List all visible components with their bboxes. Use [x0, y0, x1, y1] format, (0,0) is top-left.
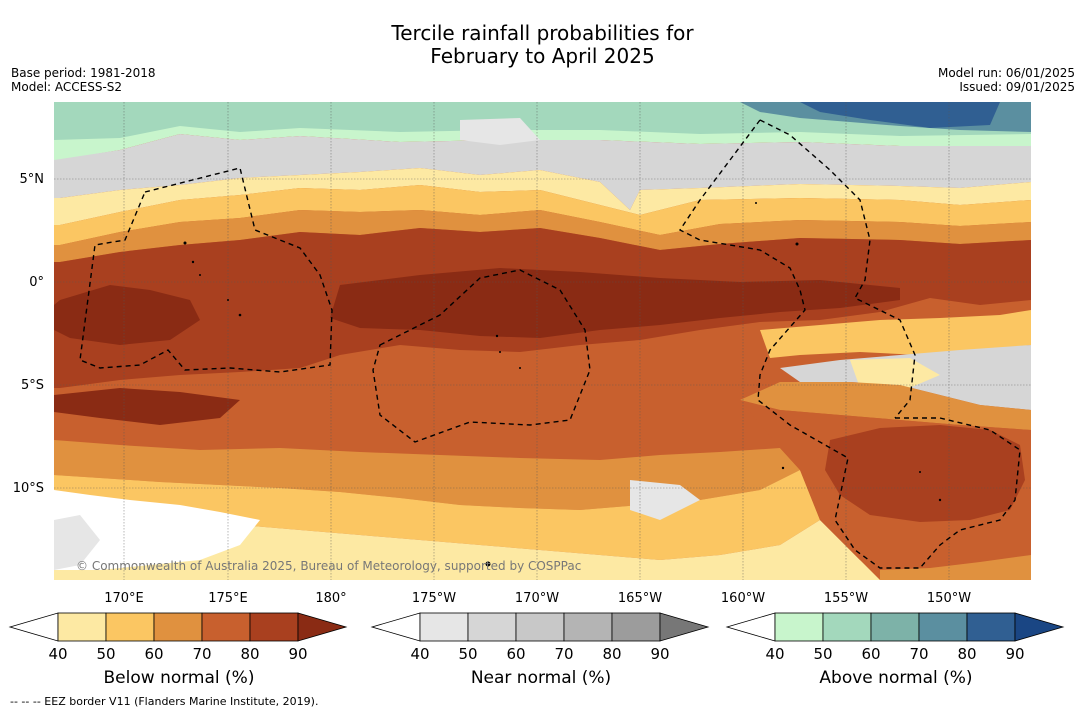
colorbar-near-segment-1 [419, 612, 469, 642]
below-60-band-south [54, 440, 800, 510]
lon-label-170e: 170°E [104, 591, 144, 606]
near-normal-south [630, 480, 700, 520]
colorbar-above-tick-50: 50 [813, 645, 832, 663]
colorbar-below-low-extend [8, 612, 59, 642]
near-normal-light [460, 118, 540, 145]
map-title-line2: February to April 2025 [430, 44, 655, 68]
lon-label-165w: 165°W [618, 591, 662, 606]
colorbar-above-high-extend [1014, 612, 1065, 642]
eez-kiribati-gilbert [79, 167, 333, 373]
colorbar-near-tick-80: 80 [602, 645, 621, 663]
below-40-band-south [54, 505, 880, 580]
lon-label-180: 180° [315, 591, 346, 606]
colorbar-near-low-extend [370, 612, 421, 642]
lon-label-175w: 175°W [412, 591, 456, 606]
colorbar-above-tick-90: 90 [1005, 645, 1024, 663]
colorbar-below-tick-90: 90 [288, 645, 307, 663]
below-90-southwest [54, 388, 240, 425]
colorbar-near-tick-60: 60 [506, 645, 525, 663]
colorbar-below-segment-4 [201, 612, 251, 642]
colorbar-near-high-extend [659, 612, 710, 642]
latitude-labels: 5°N 0° 5°S 10°S [13, 172, 44, 496]
colorbar-above: 40 50 60 70 80 90 [725, 612, 1065, 663]
below-60-east [740, 382, 1031, 430]
graticule [54, 102, 1031, 580]
colorbar-above-low-extend [725, 612, 776, 642]
below-50-east-1 [760, 310, 1031, 358]
colorbar-above-tick-80: 80 [957, 645, 976, 663]
colorbar-above-tick-60: 60 [861, 645, 880, 663]
lon-label-150w: 150°W [927, 591, 971, 606]
colorbar-below-segment-1 [57, 612, 107, 642]
colorbar-near-tick-90: 90 [650, 645, 669, 663]
copyright-notice: © Commonwealth of Australia 2025, Bureau… [76, 559, 581, 573]
colorbar-title-below: Below normal (%) [103, 668, 255, 688]
colorbar-below-tick-80: 80 [240, 645, 259, 663]
islands [183, 202, 942, 567]
colorbar-above-segment-3 [870, 612, 920, 642]
colorbar-below-segment-5 [249, 612, 299, 642]
eez-cook-islands [834, 417, 1021, 569]
colorbar-below-segment-3 [153, 612, 203, 642]
lat-label-10s: 10°S [13, 481, 44, 496]
longitude-labels: 170°E 175°E 180° 175°W 170°W 165°W 160°W… [104, 591, 971, 606]
map-field [54, 102, 1031, 580]
colorbar-near-segment-2 [467, 612, 517, 642]
lon-label-175e: 175°E [208, 591, 248, 606]
colorbar-above-tick-40: 40 [765, 645, 784, 663]
colorbar-below-high-extend [297, 612, 348, 642]
colorbar-above-segment-4 [918, 612, 968, 642]
colorbar-below-segment-2 [105, 612, 155, 642]
base-period: Base period: 1981-2018 [11, 66, 156, 80]
below-90-west [54, 285, 200, 345]
below-60-southeast [880, 555, 1031, 580]
eez-footnote: -- -- -- EEZ border V11 (Flanders Marine… [10, 695, 319, 708]
model-name: Model: ACCESS-S2 [11, 80, 123, 94]
eez-kiribati-phoenix [372, 269, 591, 443]
below-50-band-south [54, 470, 820, 560]
colorbar-near: 40 50 60 70 80 90 [370, 612, 710, 663]
colorbar-below: 40 50 60 70 80 90 [8, 612, 348, 663]
lat-label-0: 0° [29, 275, 44, 290]
eez-line-west [678, 119, 849, 521]
colorbar-above-segment-5 [966, 612, 1016, 642]
colorbar-below-tick-60: 60 [144, 645, 163, 663]
colorbar-below-tick-70: 70 [192, 645, 211, 663]
colorbar-near-tick-40: 40 [410, 645, 429, 663]
near-normal-southwest [54, 515, 100, 570]
below-50-band-north [54, 185, 1031, 245]
lon-label-155w: 155°W [824, 591, 868, 606]
colorbar-near-segment-3 [515, 612, 565, 642]
lon-label-160w: 160°W [721, 591, 765, 606]
below-80-east [825, 425, 1025, 522]
colorbar-below-tick-50: 50 [96, 645, 115, 663]
colorbar-near-segment-4 [563, 612, 613, 642]
below-60-band-north [54, 210, 1031, 262]
above-normal-strongest [800, 102, 1000, 128]
white-region-southwest [54, 490, 260, 570]
colorbar-below-tick-40: 40 [48, 645, 67, 663]
colorbar-near-tick-50: 50 [458, 645, 477, 663]
colorbars: 40 50 60 70 80 90 40 50 60 70 80 90 40 50 60 70 80 90 [8, 612, 1065, 663]
lat-label-5s: 5°S [21, 378, 44, 393]
colorbar-near-segment-5 [611, 612, 661, 642]
eez-kiribati-line [759, 119, 916, 419]
model-run: Model run: 06/01/2025 [937, 66, 1075, 80]
colorbar-above-tick-70: 70 [909, 645, 928, 663]
colorbar-above-segment-2 [822, 612, 872, 642]
near-normal-band [54, 134, 1031, 210]
lon-label-170w: 170°W [515, 591, 559, 606]
lat-label-5n: 5°N [20, 172, 45, 187]
colorbar-near-tick-70: 70 [554, 645, 573, 663]
colorbar-title-near: Near normal (%) [470, 668, 612, 688]
colorbar-above-segment-1 [774, 612, 824, 642]
colorbar-title-above: Above normal (%) [819, 668, 973, 688]
issued-date: Issued: 09/01/2025 [959, 80, 1075, 94]
map-title-line1: Tercile rainfall probabilities for [391, 21, 694, 45]
below-40-band-north [54, 168, 1031, 225]
eez-borders [79, 119, 1021, 569]
above-normal-green-strip [54, 126, 1031, 160]
